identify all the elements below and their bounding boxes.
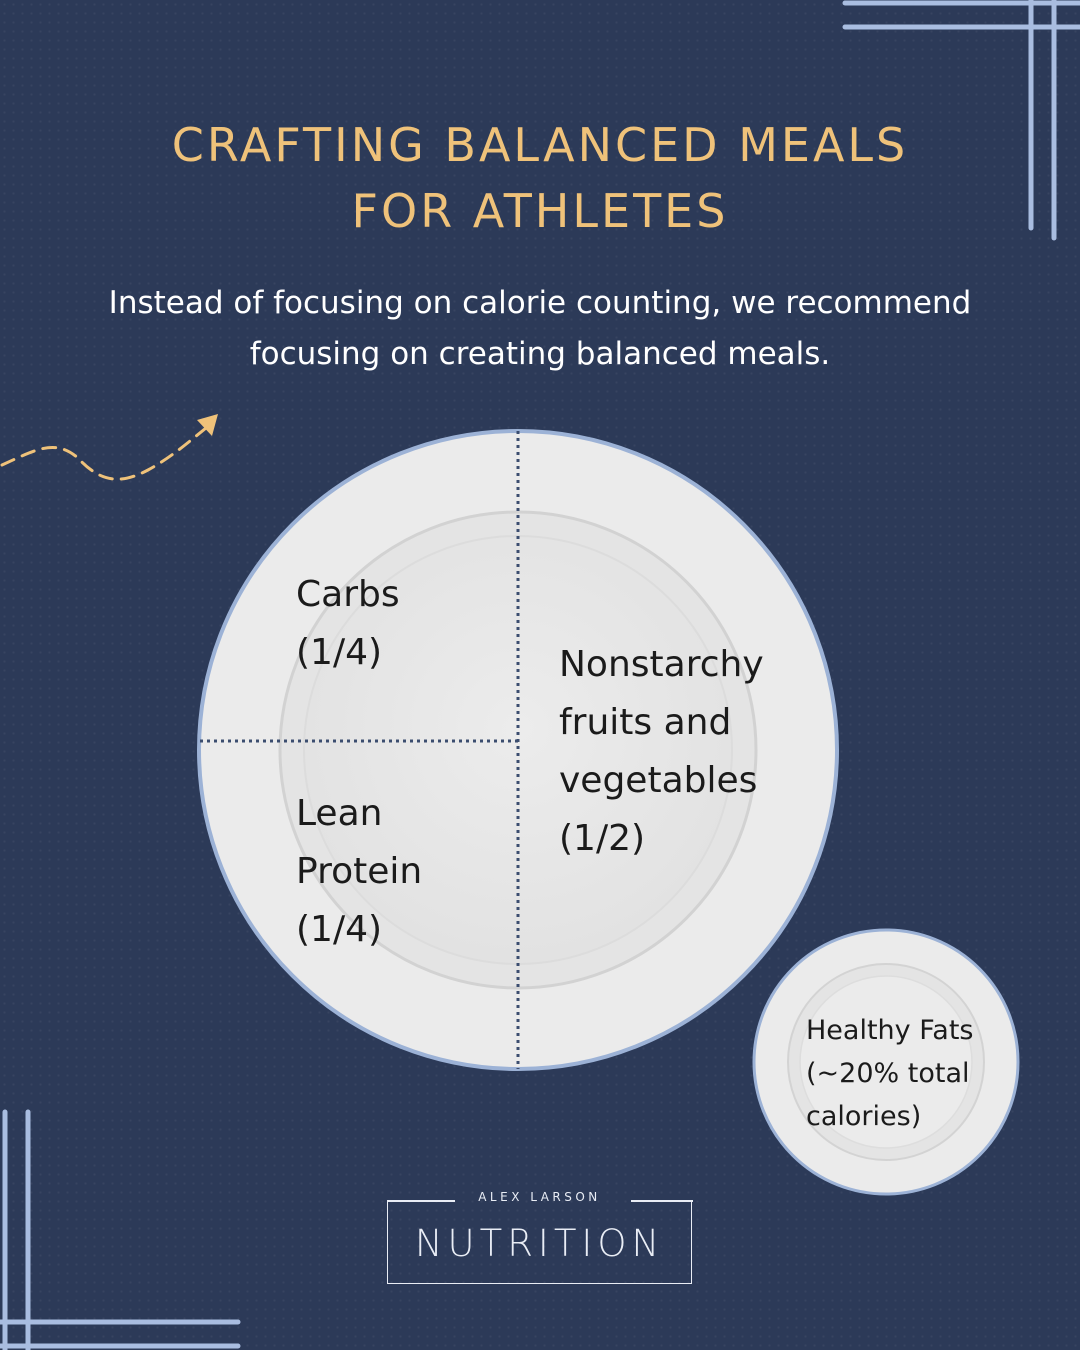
- vegetables-name-line-3: vegetables: [559, 760, 758, 801]
- logo-wordmark: NUTRITION: [414, 1222, 665, 1265]
- vegetables-name-line-2: fruits and: [559, 702, 732, 743]
- vegetables-name-line-1: Nonstarchy: [559, 644, 764, 685]
- logo-name: ALEX LARSON: [478, 1190, 601, 1204]
- title-line-1: CRAFTING BALANCED MEALS: [171, 118, 909, 172]
- subtitle: Instead of focusing on calorie counting,…: [40, 278, 1040, 380]
- vegetables-portion: (1/2): [559, 818, 646, 859]
- protein-name-line-2: Protein: [296, 851, 423, 892]
- protein-portion: (1/4): [296, 909, 383, 950]
- protein-label: Lean Protein (1/4): [296, 785, 422, 959]
- carbs-portion: (1/4): [296, 632, 383, 673]
- fats-line-1: Healthy Fats: [806, 1015, 974, 1046]
- subtitle-line-1: Instead of focusing on calorie counting,…: [108, 285, 972, 321]
- vegetables-label: Nonstarchy fruits and vegetables (1/2): [559, 636, 764, 868]
- page-title: CRAFTING BALANCED MEALS FOR ATHLETES: [0, 112, 1080, 244]
- protein-name-line-1: Lean: [296, 793, 383, 834]
- fats-line-3: calories): [806, 1101, 922, 1132]
- subtitle-line-2: focusing on creating balanced meals.: [249, 336, 831, 372]
- brand-logo: ALEX LARSON NUTRITION: [386, 1190, 693, 1284]
- title-line-2: FOR ATHLETES: [351, 184, 729, 238]
- carbs-name: Carbs: [296, 574, 400, 615]
- healthy-fats-label: Healthy Fats (~20% total calories): [806, 1009, 973, 1138]
- carbs-label: Carbs (1/4): [296, 566, 400, 682]
- fats-line-2: (~20% total: [806, 1058, 970, 1089]
